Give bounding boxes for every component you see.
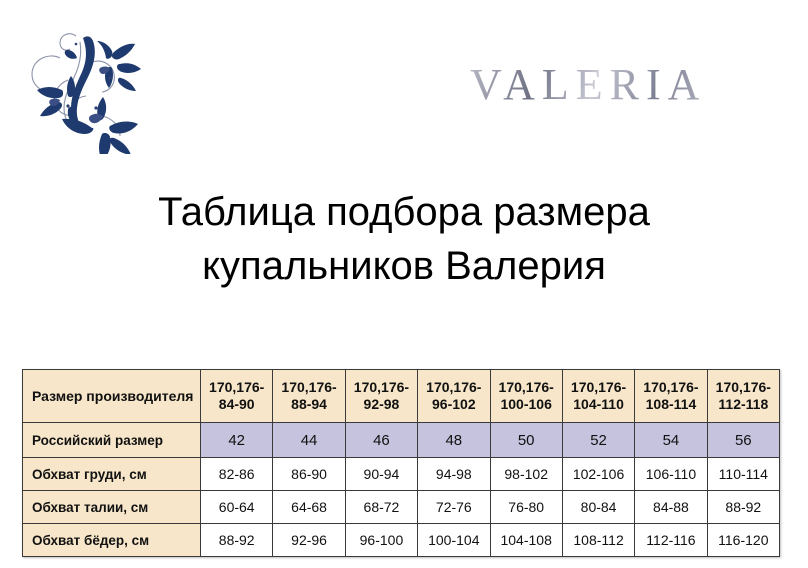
table-row-waist: Обхват талии, см 60-64 64-68 68-72 72-76… <box>22 490 781 524</box>
size-chart-table: Размер производителя 170,176-84-90 170,1… <box>22 369 781 557</box>
cell-waist-8: 88-92 <box>706 490 781 524</box>
cell-manufacturer-size-3: 170,176-92-98 <box>344 369 419 423</box>
cell-hips-8: 116-120 <box>706 523 781 557</box>
cell-hips-1: 88-92 <box>199 523 274 557</box>
cell-manufacturer-size-4: 170,176-96-102 <box>417 369 491 423</box>
cell-manufacturer-size-2: 170,176-88-94 <box>272 369 346 423</box>
cell-waist-7: 84-88 <box>634 490 708 524</box>
cell-russian-size-3: 46 <box>344 422 419 458</box>
cell-bust-3: 90-94 <box>344 457 419 491</box>
cell-bust-6: 102-106 <box>561 457 636 491</box>
row-label-hips: Обхват бёдер, см <box>22 523 201 557</box>
cell-hips-2: 92-96 <box>272 523 346 557</box>
cell-bust-4: 94-98 <box>417 457 491 491</box>
cell-waist-4: 72-76 <box>417 490 491 524</box>
page-title: Таблица подбора размера купальников Вале… <box>158 190 650 288</box>
cell-hips-6: 108-112 <box>561 523 636 557</box>
cell-bust-7: 106-110 <box>634 457 708 491</box>
cell-manufacturer-size-1: 170,176-84-90 <box>199 369 274 423</box>
cell-manufacturer-size-5: 170,176-100-106 <box>489 369 563 423</box>
cell-waist-2: 64-68 <box>272 490 346 524</box>
cell-bust-8: 110-114 <box>706 457 781 491</box>
size-table-body: Размер производителя 170,176-84-90 170,1… <box>22 369 781 557</box>
cell-hips-4: 100-104 <box>417 523 491 557</box>
cell-russian-size-5: 50 <box>489 422 563 458</box>
cell-russian-size-1: 42 <box>199 422 274 458</box>
cell-russian-size-7: 54 <box>634 422 708 458</box>
row-label-waist: Обхват талии, см <box>22 490 201 524</box>
floral-ornament-icon <box>16 22 166 154</box>
cell-waist-6: 80-84 <box>561 490 636 524</box>
cell-russian-size-4: 48 <box>417 422 491 458</box>
brand-header: VALERIA <box>0 0 808 160</box>
cell-manufacturer-size-6: 170,176-104-110 <box>561 369 636 423</box>
size-table: Размер производителя 170,176-84-90 170,1… <box>22 369 781 557</box>
table-row-russian-size: Российский размер 42 44 46 48 50 52 54 5… <box>22 422 781 458</box>
cell-russian-size-8: 56 <box>706 422 781 458</box>
cell-bust-5: 98-102 <box>489 457 563 491</box>
cell-russian-size-6: 52 <box>561 422 636 458</box>
cell-russian-size-2: 44 <box>272 422 346 458</box>
cell-waist-1: 60-64 <box>199 490 274 524</box>
cell-hips-3: 96-100 <box>344 523 419 557</box>
cell-hips-7: 112-116 <box>634 523 708 557</box>
cell-hips-5: 104-108 <box>489 523 563 557</box>
cell-manufacturer-size-8: 170,176-112-118 <box>706 369 781 423</box>
cell-bust-2: 86-90 <box>272 457 346 491</box>
row-label-bust: Обхват груди, см <box>22 457 201 491</box>
table-row-hips: Обхват бёдер, см 88-92 92-96 96-100 100-… <box>22 523 781 557</box>
cell-waist-3: 68-72 <box>344 490 419 524</box>
row-label-russian-size: Российский размер <box>22 422 201 458</box>
table-row-manufacturer-size: Размер производителя 170,176-84-90 170,1… <box>22 369 781 423</box>
brand-wordmark: VALERIA <box>470 58 770 112</box>
cell-manufacturer-size-7: 170,176-108-114 <box>634 369 708 423</box>
cell-waist-5: 76-80 <box>489 490 563 524</box>
table-row-bust: Обхват груди, см 82-86 86-90 90-94 94-98… <box>22 457 781 491</box>
cell-bust-1: 82-86 <box>199 457 274 491</box>
row-label-manufacturer-size: Размер производителя <box>22 369 201 423</box>
